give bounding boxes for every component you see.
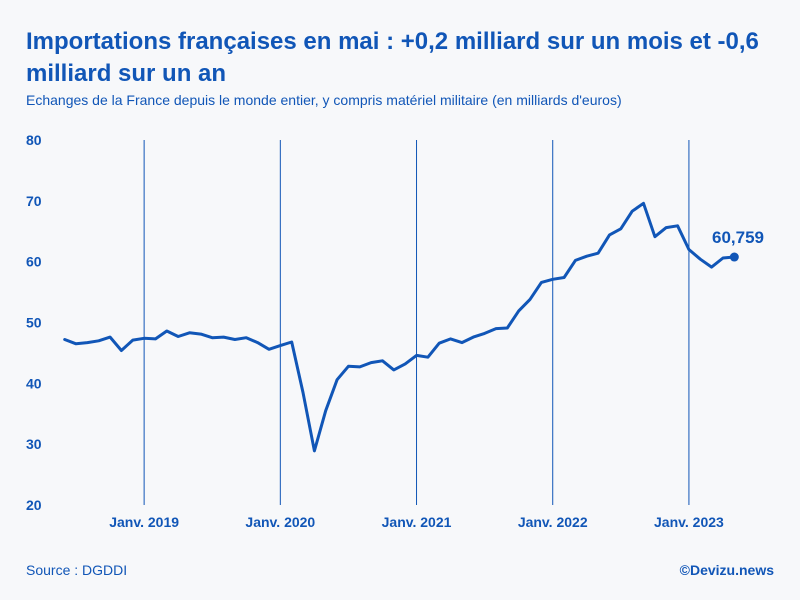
y-tick-label: 30 — [26, 436, 42, 452]
chart-title: Importations françaises en mai : +0,2 mi… — [26, 28, 759, 87]
y-tick-label: 60 — [26, 254, 42, 270]
x-tick-label: Janv. 2019 — [109, 514, 179, 530]
y-tick-label: 80 — [26, 132, 42, 148]
series-line — [63, 201, 736, 453]
chart-subtitle: Echanges de la France depuis le monde en… — [26, 92, 622, 108]
y-tick-label: 20 — [26, 497, 42, 513]
x-tick-label: Janv. 2021 — [382, 514, 452, 530]
y-tick-label: 50 — [26, 315, 42, 331]
x-tick-label: Janv. 2022 — [518, 514, 588, 530]
last-point-label: 60,759 — [712, 228, 764, 247]
y-tick-label: 40 — [26, 375, 42, 391]
last-point-marker — [729, 252, 739, 262]
credit-logo-text: ©Devizu.news — [679, 562, 774, 578]
y-tick-label: 70 — [26, 193, 42, 209]
x-tick-label: Janv. 2020 — [245, 514, 315, 530]
x-tick-label: Janv. 2023 — [654, 514, 724, 530]
source-note: Source : DGDDI — [26, 562, 128, 578]
